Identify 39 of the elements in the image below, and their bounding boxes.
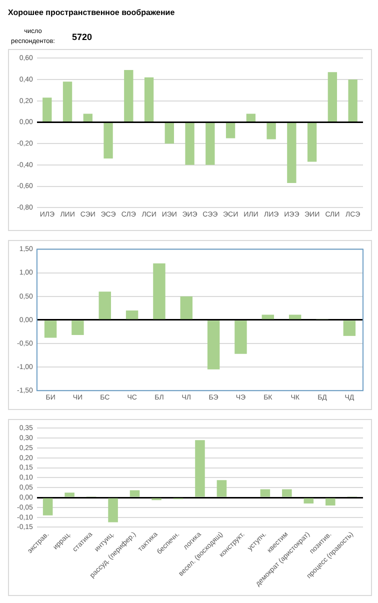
bar	[260, 489, 270, 497]
bar	[44, 320, 57, 338]
bar	[98, 292, 111, 320]
bar	[180, 296, 193, 320]
bar	[207, 320, 220, 370]
bar	[262, 314, 274, 320]
bar	[328, 72, 338, 122]
bar	[72, 320, 84, 335]
bar	[206, 122, 215, 165]
bar	[307, 122, 317, 162]
bar	[216, 480, 227, 497]
bar	[288, 314, 302, 320]
bar	[144, 77, 154, 122]
chart-title: Хорошее пространственное воображение	[8, 8, 176, 17]
bar	[126, 310, 138, 320]
text: 5720	[72, 32, 92, 42]
bar	[83, 114, 92, 122]
bar	[326, 498, 336, 506]
bar	[185, 122, 194, 165]
bar	[304, 498, 314, 504]
bar	[64, 492, 74, 497]
bar	[153, 263, 166, 320]
bar	[124, 70, 134, 122]
bar	[282, 489, 292, 497]
bar	[266, 122, 276, 140]
bar	[195, 440, 205, 497]
bar	[164, 122, 174, 144]
bar	[104, 122, 113, 159]
bar	[42, 98, 52, 122]
bar	[108, 498, 118, 522]
bar	[287, 122, 296, 184]
bar	[130, 490, 140, 497]
bar	[348, 80, 358, 122]
bar	[62, 82, 72, 122]
bar	[234, 320, 247, 354]
bar	[343, 320, 356, 336]
bar	[246, 114, 256, 122]
bar	[226, 122, 236, 138]
bar	[42, 498, 53, 516]
